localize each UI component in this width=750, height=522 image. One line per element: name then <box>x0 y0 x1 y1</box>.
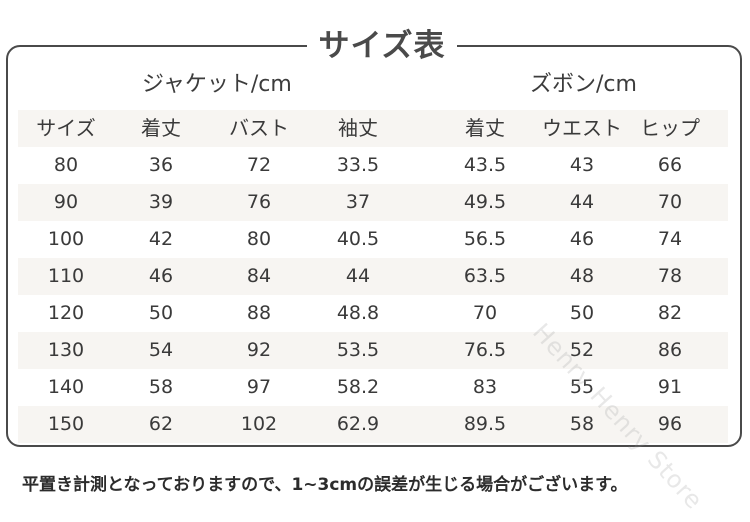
table-cell: 140 <box>47 376 85 398</box>
table-cell: 80 <box>246 228 272 250</box>
table-cell: 62.9 <box>336 413 380 435</box>
table-cell: 102 <box>240 413 278 435</box>
table-cell: 83 <box>472 376 498 398</box>
table-row: 80 36 72 33.5 43.5 43 66 <box>0 147 750 184</box>
table-cell: 63.5 <box>463 265 507 287</box>
table-cell: 80 <box>53 154 79 176</box>
table-row: 90 39 76 37 49.5 44 70 <box>0 184 750 221</box>
table-cell: 36 <box>148 154 174 176</box>
table-cell: 66 <box>657 154 683 176</box>
table-row: 100 42 80 40.5 56.5 46 74 <box>0 221 750 258</box>
table-row: 120 50 88 48.8 70 50 82 <box>0 295 750 332</box>
table-header-row: サイズ 着丈 バスト 袖丈 着丈 ウエスト ヒップ <box>0 110 750 147</box>
table-cell: 44 <box>569 191 595 213</box>
table-cell: 86 <box>657 339 683 361</box>
table-cell: 120 <box>47 302 85 324</box>
table-cell: 44 <box>345 265 371 287</box>
column-header: 着丈 <box>141 116 181 140</box>
table-cell: 39 <box>148 191 174 213</box>
table-row: 150 62 102 62.9 89.5 58 96 <box>0 406 750 443</box>
column-header: ヒップ <box>640 116 700 140</box>
table-cell: 84 <box>246 265 272 287</box>
table-cell: 58 <box>569 413 595 435</box>
table-cell: 54 <box>148 339 174 361</box>
chart-title: サイズ表 <box>307 26 457 66</box>
table-cell: 49.5 <box>463 191 507 213</box>
table-cell: 48 <box>569 265 595 287</box>
table-cell: 58 <box>148 376 174 398</box>
table-cell: 50 <box>148 302 174 324</box>
table-cell: 50 <box>569 302 595 324</box>
table-cell: 150 <box>47 413 85 435</box>
table-cell: 48.8 <box>336 302 380 324</box>
table-cell: 130 <box>47 339 85 361</box>
table-cell: 70 <box>472 302 498 324</box>
table-cell: 56.5 <box>463 228 507 250</box>
table-cell: 46 <box>569 228 595 250</box>
table-cell: 43.5 <box>463 154 507 176</box>
table-cell: 42 <box>148 228 174 250</box>
table-cell: 74 <box>657 228 683 250</box>
table-cell: 90 <box>53 191 79 213</box>
measurement-note: 平置き計測となっておりますので、1~3cmの誤差が生じる場合がございます。 <box>22 475 628 495</box>
table-cell: 37 <box>345 191 371 213</box>
table-row: 130 54 92 53.5 76.5 52 86 <box>0 332 750 369</box>
size-table: サイズ 着丈 バスト 袖丈 着丈 ウエスト ヒップ 80 36 72 33.5 … <box>0 110 750 443</box>
table-cell: 53.5 <box>336 339 380 361</box>
table-cell: 92 <box>246 339 272 361</box>
table-row: 140 58 97 58.2 83 55 91 <box>0 369 750 406</box>
table-cell: 70 <box>657 191 683 213</box>
table-cell: 89.5 <box>463 413 507 435</box>
table-cell: 55 <box>569 376 595 398</box>
table-cell: 43 <box>569 154 595 176</box>
column-header: 着丈 <box>465 116 505 140</box>
table-cell: 96 <box>657 413 683 435</box>
table-cell: 78 <box>657 265 683 287</box>
table-row: 110 46 84 44 63.5 48 78 <box>0 258 750 295</box>
table-cell: 58.2 <box>336 376 380 398</box>
table-cell: 100 <box>47 228 85 250</box>
table-cell: 91 <box>657 376 683 398</box>
table-cell: 110 <box>47 265 85 287</box>
table-cell: 82 <box>657 302 683 324</box>
column-header: 袖丈 <box>338 116 378 140</box>
table-cell: 40.5 <box>336 228 380 250</box>
column-header: バスト <box>229 116 289 140</box>
table-cell: 46 <box>148 265 174 287</box>
pants-group-label: ズボン/cm <box>530 72 637 97</box>
column-header: ウエスト <box>542 116 622 140</box>
table-cell: 76 <box>246 191 272 213</box>
table-cell: 72 <box>246 154 272 176</box>
table-cell: 52 <box>569 339 595 361</box>
table-cell: 76.5 <box>463 339 507 361</box>
jacket-group-label: ジャケット/cm <box>142 72 292 97</box>
table-cell: 62 <box>148 413 174 435</box>
column-header: サイズ <box>36 116 96 140</box>
table-cell: 33.5 <box>336 154 380 176</box>
table-cell: 88 <box>246 302 272 324</box>
table-cell: 97 <box>246 376 272 398</box>
